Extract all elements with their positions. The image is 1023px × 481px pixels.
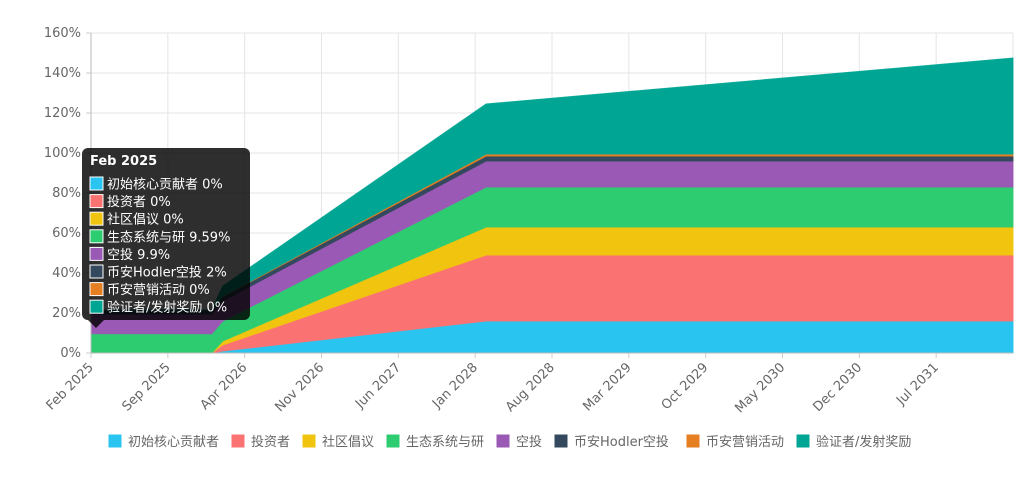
- legend-item-2[interactable]: 社区倡议: [301, 433, 374, 450]
- x-tick-label: May 2030: [732, 360, 788, 416]
- tooltip-item-label: 初始核心贡献者 0%: [107, 178, 223, 193]
- tooltip-title: Feb 2025: [90, 154, 157, 169]
- tooltip-swatch: [89, 211, 104, 226]
- tooltip-item-label: 生态系统与研 9.59%: [107, 230, 230, 245]
- legend-label: 币安Hodler空投: [574, 434, 669, 450]
- legend-swatch: [495, 433, 511, 449]
- tooltip-item-label: 币安营销活动 0%: [107, 283, 210, 298]
- legend-label: 投资者: [251, 434, 290, 450]
- tooltip-caret: [88, 320, 104, 328]
- tooltip-item-label: 验证者/发射奖励 0%: [107, 300, 227, 316]
- x-tick-label: Dec 2030: [810, 360, 865, 415]
- legend-swatch: [230, 433, 246, 449]
- legend-item-3[interactable]: 生态系统与研: [385, 433, 484, 450]
- tooltip-item-label: 空投 9.9%: [107, 247, 170, 263]
- legend-swatch: [385, 433, 401, 449]
- tooltip-item-label: 币安Hodler空投 2%: [107, 265, 227, 281]
- x-tick-label: Feb 2025: [44, 360, 97, 413]
- tooltip-swatch: [89, 194, 104, 209]
- tooltip-swatch: [89, 229, 104, 244]
- legend-swatch: [301, 433, 317, 449]
- x-tick-label: Aug 2028: [503, 360, 558, 415]
- y-tick-label: 140%: [44, 66, 81, 81]
- y-tick-label: 60%: [52, 226, 81, 241]
- legend-swatch: [553, 433, 569, 449]
- tooltip-item-label: 社区倡议 0%: [107, 212, 184, 228]
- legend-label: 社区倡议: [322, 434, 374, 450]
- tooltip: Feb 2025 初始核心贡献者 0%投资者 0% 社区倡议 0% 生态系统与研 9.…: [82, 148, 250, 328]
- legend-item-7[interactable]: 验证者/发射奖励: [795, 433, 911, 450]
- legend-swatch: [107, 433, 123, 449]
- tooltip-swatch: [89, 299, 104, 314]
- legend-label: 币安营销活动: [706, 435, 784, 450]
- y-tick-label: 40%: [52, 266, 81, 281]
- legend-swatch: [795, 433, 811, 449]
- tooltip-box: Feb 2025 初始核心贡献者 0%投资者 0% 社区倡议 0% 生态系统与研 9.…: [82, 148, 250, 328]
- y-tick-label: 80%: [52, 186, 81, 201]
- y-tick-label: 160%: [44, 26, 81, 41]
- tooltip-swatch: [89, 246, 104, 261]
- tooltip-swatch: [89, 282, 104, 297]
- x-tick-label: Mar 2029: [580, 360, 634, 414]
- tooltip-swatch: [89, 176, 104, 191]
- legend-item-6[interactable]: 币安营销活动: [685, 433, 784, 450]
- legend[interactable]: 初始核心贡献者 投资者 社区倡议 生态系统与研 空投 币安Hodler空投 币安营销活动 验证…: [107, 433, 911, 450]
- x-tick-label: Oct 2029: [659, 360, 712, 413]
- y-tick-label: 0%: [60, 346, 81, 361]
- legend-label: 验证者/发射奖励: [816, 434, 911, 450]
- legend-label: 空投: [516, 434, 542, 450]
- legend-item-5[interactable]: 币安Hodler空投: [553, 433, 669, 450]
- x-tick-label: Apr 2026: [198, 360, 251, 413]
- legend-label: 初始核心贡献者: [128, 435, 219, 450]
- legend-item-0[interactable]: 初始核心贡献者: [107, 433, 219, 450]
- tooltip-item-label: 投资者 0%: [107, 194, 171, 210]
- x-tick-label: Sep 2025: [119, 360, 173, 414]
- x-tick-label: Nov 2026: [272, 360, 327, 415]
- y-tick-label: 100%: [44, 146, 81, 161]
- tooltip-background: [82, 148, 250, 320]
- legend-swatch: [685, 433, 701, 449]
- x-tick-label: Jul 2031: [893, 360, 942, 409]
- y-tick-label: 20%: [52, 306, 81, 321]
- x-tick-label: Jun 2027: [352, 360, 404, 412]
- tooltip-swatch: [89, 264, 104, 279]
- legend-label: 生态系统与研: [406, 435, 484, 450]
- y-tick-label: 120%: [44, 106, 81, 121]
- x-tick-label: Jan 2028: [429, 360, 481, 412]
- legend-item-4[interactable]: 空投: [495, 433, 542, 450]
- legend-item-1[interactable]: 投资者: [230, 433, 290, 450]
